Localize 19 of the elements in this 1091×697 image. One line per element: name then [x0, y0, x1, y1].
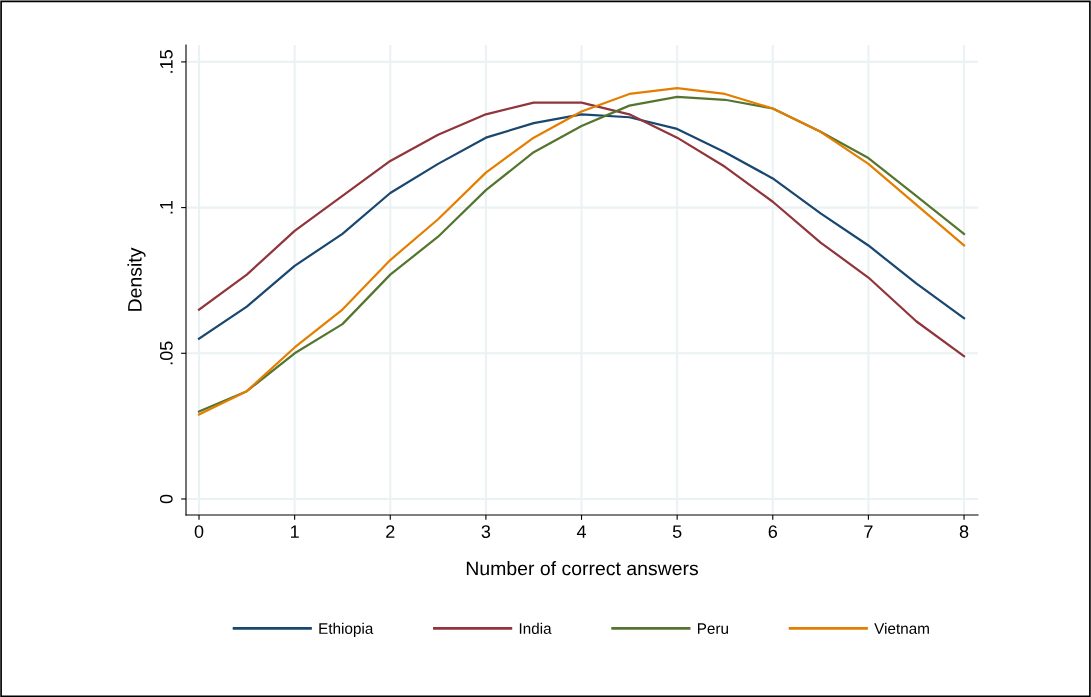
legend-label: India [519, 622, 552, 634]
legend-label: Vietnam [874, 622, 929, 634]
y-tick-label: 0 [159, 494, 173, 504]
x-tick-label: 8 [959, 525, 969, 538]
x-tick-label: 5 [672, 525, 682, 538]
y-tick-label: .15 [160, 50, 173, 73]
x-tick-label: 6 [768, 525, 778, 538]
y-axis-title: Density [127, 247, 146, 311]
legend-label: Peru [697, 623, 728, 634]
y-tick-label: .05 [159, 341, 173, 365]
x-tick-label: 4 [576, 525, 587, 538]
x-tick-label: 2 [386, 525, 395, 538]
x-tick-label: 0 [194, 525, 204, 538]
legend-label: Ethiopia [319, 622, 374, 637]
x-tick-label: 7 [864, 525, 873, 538]
x-axis-title: Number of correct answers [466, 561, 699, 576]
x-tick-label: 3 [481, 525, 491, 538]
y-tick-label: .1 [160, 200, 173, 214]
x-tick-label: 1 [290, 525, 299, 538]
